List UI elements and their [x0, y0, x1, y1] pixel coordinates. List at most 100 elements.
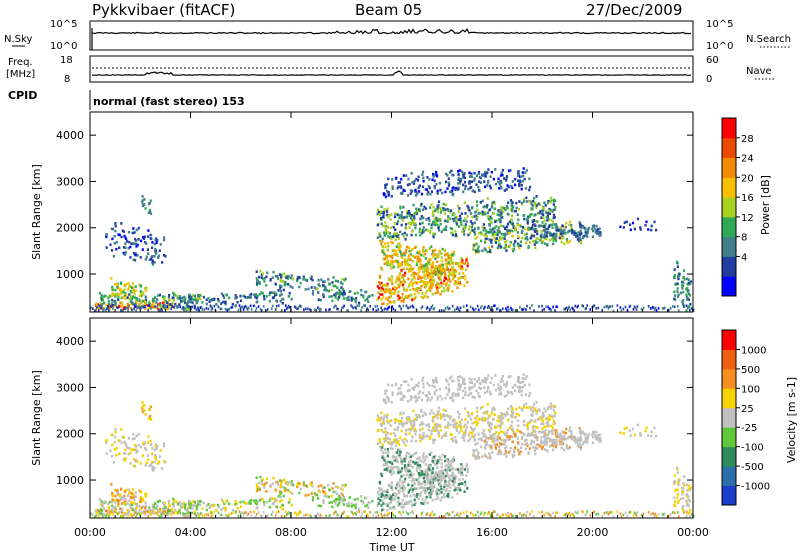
velocity-cell	[331, 505, 334, 509]
velocity-cell	[497, 383, 500, 387]
velocity-cell	[400, 502, 403, 505]
velocity-cell	[431, 490, 434, 493]
velocity-cell	[311, 496, 315, 499]
power-cell	[149, 257, 153, 261]
power-cell	[275, 304, 278, 308]
power-cell	[500, 206, 503, 209]
velocity-cell	[190, 511, 193, 515]
power-cell	[404, 263, 407, 267]
power-cell	[477, 308, 480, 312]
power-cell	[431, 292, 434, 296]
power-cell	[552, 208, 555, 212]
velocity-cell	[439, 428, 442, 432]
power-cell	[451, 253, 454, 256]
power-cell	[134, 289, 137, 292]
power-cell	[421, 216, 424, 220]
power-cell	[116, 292, 119, 296]
power-cell	[442, 309, 445, 313]
power-cell	[548, 224, 551, 227]
power-cell	[564, 225, 567, 229]
velocity-cell	[457, 382, 460, 386]
velocity-cell	[193, 510, 196, 514]
velocity-cell	[348, 496, 351, 499]
power-cell	[507, 305, 509, 309]
power-cell	[404, 238, 407, 241]
power-cell	[465, 259, 468, 262]
power-cell	[458, 225, 461, 228]
power-cell	[426, 274, 429, 278]
velocity-cell	[330, 494, 333, 498]
power-cell	[397, 265, 400, 268]
velocity-cell	[421, 427, 424, 431]
velocity-cell	[420, 486, 423, 489]
velocity-cell	[305, 484, 308, 487]
power-cell	[501, 206, 504, 210]
velocity-cell	[451, 478, 454, 482]
power-cell	[404, 261, 407, 265]
power-cell	[518, 224, 521, 227]
power-cell	[478, 189, 481, 192]
power-cell	[244, 304, 247, 308]
power-cell	[439, 219, 442, 222]
power-cell	[390, 289, 393, 292]
power-cell	[253, 293, 256, 297]
power-cell	[528, 185, 532, 189]
velocity-cell	[467, 434, 470, 437]
power-cell	[449, 273, 452, 276]
power-cell	[466, 215, 469, 218]
power-cell	[572, 307, 574, 311]
power-cell	[132, 227, 135, 230]
power-cell	[463, 262, 467, 265]
velocity-cell	[379, 499, 382, 502]
power-cell	[525, 232, 528, 236]
power-cell	[505, 206, 508, 210]
power-cell	[380, 242, 383, 246]
power-cell	[550, 199, 553, 203]
power-cell	[175, 304, 177, 308]
power-cell	[384, 224, 387, 228]
velocity-cell	[561, 440, 564, 444]
velocity-cell	[432, 416, 435, 419]
power-cell	[505, 188, 508, 191]
velocity-cell	[460, 418, 463, 421]
power-cell	[517, 243, 520, 247]
velocity-cell	[463, 439, 466, 442]
power-cell	[317, 283, 320, 286]
power-cell	[509, 169, 512, 172]
velocity-cell	[167, 509, 170, 512]
power-cell	[415, 207, 418, 211]
velocity-cell	[172, 511, 175, 514]
velocity-cell	[168, 509, 172, 512]
power-cell	[472, 246, 475, 250]
velocity-cell	[254, 501, 257, 505]
velocity-cell	[412, 493, 415, 497]
power-cell	[576, 238, 579, 241]
velocity-cell	[546, 420, 549, 424]
power-cell	[429, 206, 432, 209]
power-cell	[322, 295, 325, 299]
velocity-cell	[451, 483, 455, 487]
power-cell	[394, 253, 397, 256]
power-cell	[446, 174, 449, 177]
power-cell	[231, 302, 234, 306]
power-cell	[427, 268, 430, 272]
velocity-cell	[166, 507, 169, 510]
velocity-cell	[409, 460, 412, 464]
velocity-cell	[411, 484, 414, 487]
power-cell	[425, 289, 428, 293]
power-cell	[224, 301, 227, 304]
velocity-cell	[398, 387, 402, 390]
power-cell	[117, 233, 120, 236]
power-cell	[430, 226, 433, 230]
power-cell	[628, 305, 631, 308]
power-cell	[682, 299, 685, 302]
power-cell	[510, 204, 513, 207]
velocity-cell	[517, 378, 520, 381]
velocity-cell	[418, 486, 421, 490]
velocity-cell	[122, 497, 125, 500]
velocity-cell	[191, 504, 194, 507]
velocity-cell	[151, 460, 154, 464]
velocity-cell	[126, 512, 129, 516]
power-cell	[419, 267, 422, 271]
power-cell	[455, 219, 458, 223]
